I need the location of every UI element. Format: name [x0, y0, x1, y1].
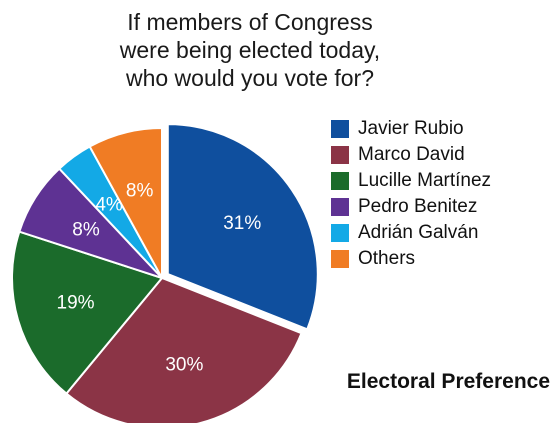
legend-item: Javier Rubio — [331, 116, 491, 142]
chart-subtitle: Electoral Preference — [346, 370, 550, 393]
pie-slice-label: 8% — [72, 219, 100, 240]
legend-swatch — [331, 250, 349, 268]
legend-item: Marco David — [331, 142, 491, 168]
pie-slice-label: 8% — [126, 180, 154, 201]
legend-swatch — [331, 224, 349, 242]
legend-swatch — [331, 120, 349, 138]
chart-title-line-1: If members of Congress — [127, 9, 373, 35]
legend-label: Lucille Martínez — [358, 170, 492, 191]
pie-slice-javier-rubio — [166, 123, 319, 331]
pie-slice-lucille-martinez — [11, 230, 164, 395]
pie-slice-label: 30% — [165, 355, 203, 376]
legend-swatch — [331, 198, 349, 216]
legend-item: Pedro Benitez — [331, 194, 491, 220]
pie-slice-label: 19% — [57, 293, 95, 314]
chart-title-line-2: were being elected today, — [119, 37, 381, 63]
legend-label: Pedro Benitez — [358, 196, 478, 217]
legend-label: Others — [358, 248, 416, 269]
chart-title: If members of Congress were being electe… — [95, 8, 405, 92]
legend-item: Adrián Galván — [331, 220, 491, 246]
legend-item: Others — [331, 246, 491, 272]
legend-swatch — [331, 146, 349, 164]
chart-title-line-3: who would you vote for? — [125, 65, 375, 91]
pie-slice-label: 31% — [223, 213, 261, 234]
legend-label: Javier Rubio — [358, 118, 464, 139]
pie-slice-others — [88, 126, 163, 279]
legend-label: Marco David — [358, 144, 465, 165]
legend-item: Lucille Martínez — [331, 168, 491, 194]
legend-swatch — [331, 172, 349, 190]
legend: Javier Rubio Marco David Lucille Martíne… — [331, 116, 491, 272]
pie-slice-marco-david — [64, 276, 303, 423]
legend-label: Adrián Galván — [358, 222, 479, 243]
pie-slice-label: 4% — [95, 195, 123, 216]
